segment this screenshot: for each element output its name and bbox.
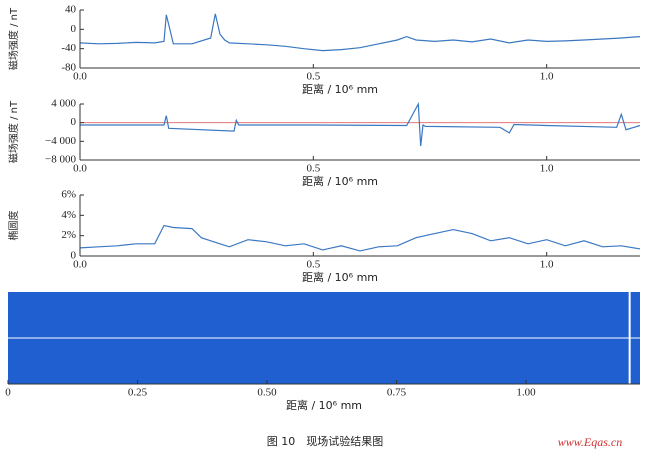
y-tick-label: -40 (61, 42, 76, 54)
y-tick-label: 40 (65, 4, 77, 16)
y-tick-label: 0 (71, 116, 77, 128)
caption: 图 10 现场试验结果图 (267, 434, 384, 448)
signal-line (80, 101, 641, 147)
y-tick-label: 2% (61, 229, 76, 241)
x-tick-label: 0.5 (306, 259, 320, 271)
x-axis-label: 距离 / 10⁶ mm (302, 270, 378, 284)
x-tick-label: 0.75 (387, 387, 407, 399)
x-tick-label: 0.5 (306, 163, 320, 175)
y-tick-label: 6% (61, 189, 76, 201)
x-tick-label: 1.0 (540, 163, 554, 175)
x-tick-label: 0.5 (306, 71, 320, 83)
y-axis-label: 椭圆度 (7, 211, 20, 241)
x-tick-label: 0 (5, 387, 11, 399)
y-tick-label: 0 (71, 23, 77, 35)
y-tick-label: 0 (71, 250, 77, 262)
x-axis-label: 距离 / 10⁶ mm (302, 82, 378, 96)
x-tick-label: 1.00 (516, 387, 536, 399)
watermark: www.Eqas.cn (558, 435, 622, 449)
x-tick-label: 0.25 (128, 387, 148, 399)
x-tick-label: 0.0 (73, 163, 87, 175)
y-tick-label: −8 000 (45, 154, 76, 166)
x-tick-label: 0.50 (257, 387, 277, 399)
y-axis-label: 磁场强度 / nT (7, 7, 20, 70)
y-axis-label: 磁场强度 / nT (7, 100, 20, 163)
signal-line (79, 13, 641, 52)
x-axis-label: 距离 / 10⁶ mm (302, 174, 378, 188)
x-tick-label: 0.0 (73, 259, 87, 271)
x-tick-label: 1.0 (540, 71, 554, 83)
x-tick-label: 1.0 (540, 259, 554, 271)
x-tick-label: 0.0 (73, 71, 87, 83)
y-tick-label: 4 000 (51, 98, 76, 110)
y-tick-label: 4% (61, 209, 76, 221)
y-tick-label: −4 000 (45, 135, 76, 147)
signal-line (79, 224, 641, 252)
y-tick-label: -80 (61, 62, 76, 74)
x-axis-label: 距离 / 10⁶ mm (286, 398, 362, 412)
